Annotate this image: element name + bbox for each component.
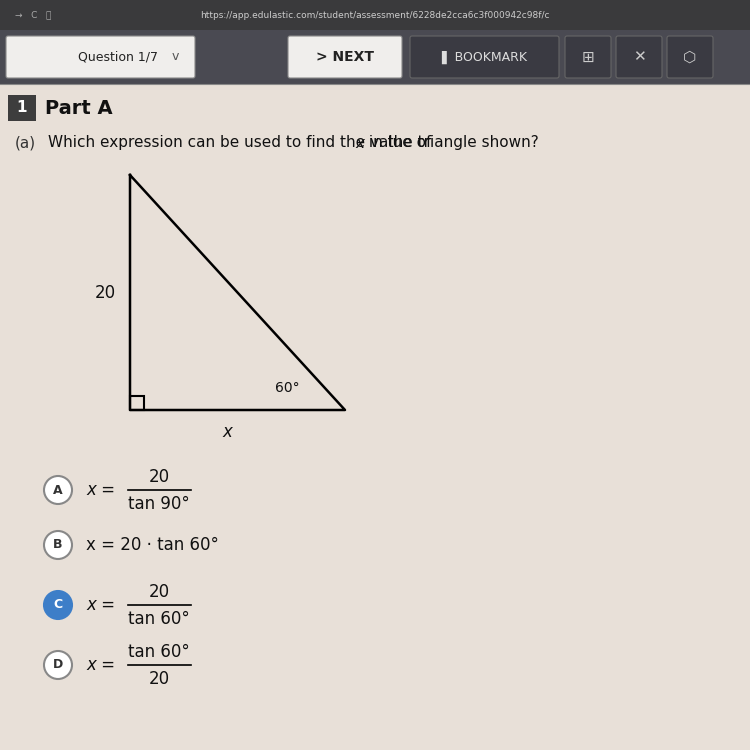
FancyBboxPatch shape [6, 36, 195, 78]
Bar [0, 0, 750, 30]
FancyBboxPatch shape [667, 36, 713, 78]
FancyBboxPatch shape [288, 36, 402, 78]
Text: ⬡: ⬡ [683, 50, 697, 64]
Text: ✕: ✕ [632, 50, 645, 64]
Text: tan 90°: tan 90° [128, 495, 190, 513]
Text: ⊞: ⊞ [582, 50, 594, 64]
Text: x: x [356, 136, 364, 151]
Text: A: A [53, 484, 63, 496]
Text: (a): (a) [15, 136, 36, 151]
Text: x =: x = [86, 596, 120, 614]
Text: C: C [53, 598, 62, 611]
Bar [130, 396, 144, 410]
Text: Part A: Part A [45, 98, 112, 118]
FancyBboxPatch shape [616, 36, 662, 78]
FancyBboxPatch shape [410, 36, 559, 78]
Text: B: B [53, 538, 63, 551]
Text: ▌ BOOKMARK: ▌ BOOKMARK [442, 50, 527, 64]
Text: 1: 1 [16, 100, 27, 116]
Text: in the triangle shown?: in the triangle shown? [364, 136, 539, 151]
Text: Question 1/7: Question 1/7 [78, 50, 158, 64]
Bar [8, 95, 36, 121]
Text: 20: 20 [148, 670, 170, 688]
Text: Which expression can be used to find the value of: Which expression can be used to find the… [48, 136, 436, 151]
Circle shape [44, 531, 72, 559]
Text: x =: x = [86, 481, 120, 499]
Circle shape [44, 476, 72, 504]
Circle shape [44, 591, 72, 619]
Bar [0, 30, 750, 84]
Text: D: D [53, 658, 63, 671]
Text: →   C   🔒: → C 🔒 [15, 10, 51, 20]
Text: https://app.edulastic.com/student/assessment/6228de2cca6c3f000942c98f/c: https://app.edulastic.com/student/assess… [200, 10, 550, 20]
Text: 20: 20 [94, 284, 116, 302]
Text: 20: 20 [148, 468, 170, 486]
Circle shape [44, 651, 72, 679]
Text: 20: 20 [148, 583, 170, 601]
FancyBboxPatch shape [565, 36, 611, 78]
Text: v: v [171, 50, 178, 64]
Text: x =: x = [86, 656, 120, 674]
Text: 60°: 60° [274, 381, 299, 395]
Text: x = 20 · tan 60°: x = 20 · tan 60° [86, 536, 219, 554]
Text: x: x [223, 423, 232, 441]
Text: tan 60°: tan 60° [128, 643, 190, 661]
Text: tan 60°: tan 60° [128, 610, 190, 628]
Text: > NEXT: > NEXT [316, 50, 374, 64]
